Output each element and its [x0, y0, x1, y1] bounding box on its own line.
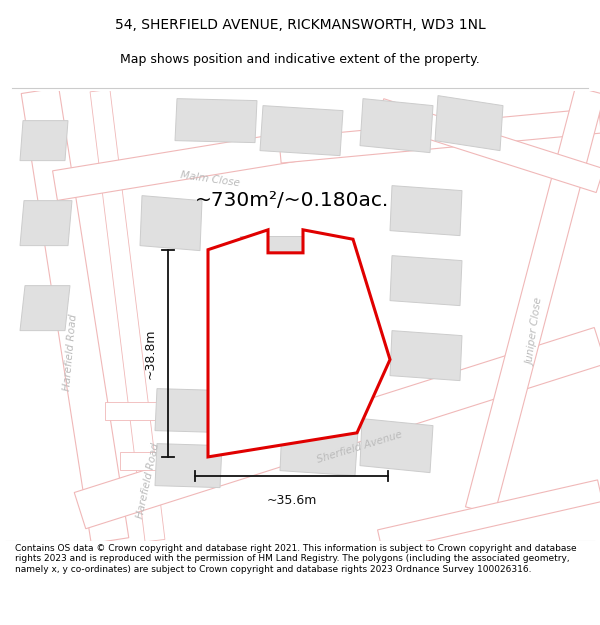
Polygon shape [435, 96, 503, 151]
Text: Harefield Road: Harefield Road [135, 442, 161, 519]
Polygon shape [155, 444, 222, 488]
Text: ~730m²/~0.180ac.: ~730m²/~0.180ac. [195, 191, 389, 210]
Polygon shape [390, 331, 462, 381]
Polygon shape [74, 328, 600, 529]
Polygon shape [140, 196, 202, 251]
Polygon shape [53, 126, 332, 201]
Polygon shape [20, 121, 68, 161]
Text: 54: 54 [279, 335, 311, 359]
Text: Juniper Close: Juniper Close [526, 297, 545, 366]
Polygon shape [21, 88, 129, 544]
Polygon shape [155, 389, 227, 432]
Polygon shape [280, 426, 358, 476]
Polygon shape [120, 452, 200, 469]
Polygon shape [20, 201, 72, 246]
Polygon shape [377, 480, 600, 551]
Polygon shape [279, 108, 600, 163]
Polygon shape [390, 256, 462, 306]
Polygon shape [360, 99, 433, 152]
Text: Malm Close: Malm Close [179, 171, 241, 189]
Polygon shape [175, 99, 257, 142]
Text: Map shows position and indicative extent of the property.: Map shows position and indicative extent… [120, 52, 480, 66]
Text: ~38.8m: ~38.8m [143, 328, 157, 379]
Text: Sherfield Avenue: Sherfield Avenue [316, 429, 404, 464]
Text: Contains OS data © Crown copyright and database right 2021. This information is : Contains OS data © Crown copyright and d… [15, 544, 577, 574]
Text: Harefield Road: Harefield Road [62, 314, 79, 391]
Text: ~35.6m: ~35.6m [266, 494, 317, 507]
Polygon shape [376, 99, 600, 192]
Polygon shape [208, 230, 390, 457]
Polygon shape [90, 89, 165, 542]
Polygon shape [390, 186, 462, 236]
Polygon shape [466, 87, 600, 514]
Polygon shape [20, 286, 70, 331]
Polygon shape [240, 236, 340, 306]
Polygon shape [360, 419, 433, 472]
Polygon shape [105, 402, 175, 419]
Text: 54, SHERFIELD AVENUE, RICKMANSWORTH, WD3 1NL: 54, SHERFIELD AVENUE, RICKMANSWORTH, WD3… [115, 18, 485, 32]
Polygon shape [260, 106, 343, 156]
